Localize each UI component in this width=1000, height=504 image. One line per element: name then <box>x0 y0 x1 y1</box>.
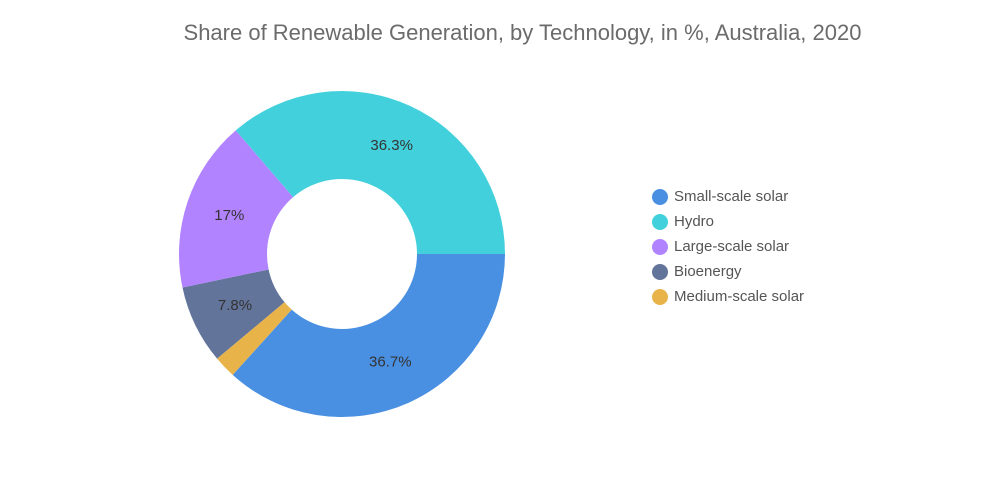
legend-label: Medium-scale solar <box>674 288 805 305</box>
legend-label: Large-scale solar <box>674 238 790 255</box>
slice-bioenergy[interactable] <box>182 269 285 359</box>
slice-label-bioenergy: 7.8% <box>218 297 252 314</box>
chart-legend: Small-scale solar Hydro Large-scale solar B… <box>652 184 804 309</box>
slice-hydro[interactable] <box>235 91 505 254</box>
legend-swatch <box>652 288 668 305</box>
slice-label-large-scale-solar: 17% <box>214 207 244 224</box>
slice-medium-scale-solar[interactable] <box>217 302 292 375</box>
legend-swatch <box>652 213 668 230</box>
legend-label: Hydro <box>674 213 715 230</box>
legend-item-medium-scale-solar[interactable]: Medium-scale solar <box>652 284 804 309</box>
donut-labels: 36.7% 7.8% 17% 36.3% <box>214 137 413 371</box>
slice-label-hydro: 36.3% <box>370 137 413 154</box>
legend-item-bioenergy[interactable]: Bioenergy <box>652 259 804 284</box>
legend-swatch <box>652 263 668 280</box>
legend-swatch <box>652 238 668 255</box>
slice-large-scale-solar[interactable] <box>179 130 294 288</box>
legend-swatch <box>652 188 668 205</box>
donut-slices <box>179 91 505 417</box>
slice-small-scale-solar[interactable] <box>232 254 505 417</box>
chart-title: Share of Renewable Generation, by Techno… <box>183 20 862 45</box>
legend-item-small-scale-solar[interactable]: Small-scale solar <box>652 184 804 209</box>
legend-item-hydro[interactable]: Hydro <box>652 209 804 234</box>
slice-label-small-scale-solar: 36.7% <box>369 354 412 371</box>
legend-item-large-scale-solar[interactable]: Large-scale solar <box>652 234 804 259</box>
legend-label: Bioenergy <box>674 263 742 280</box>
legend-label: Small-scale solar <box>674 188 789 205</box>
